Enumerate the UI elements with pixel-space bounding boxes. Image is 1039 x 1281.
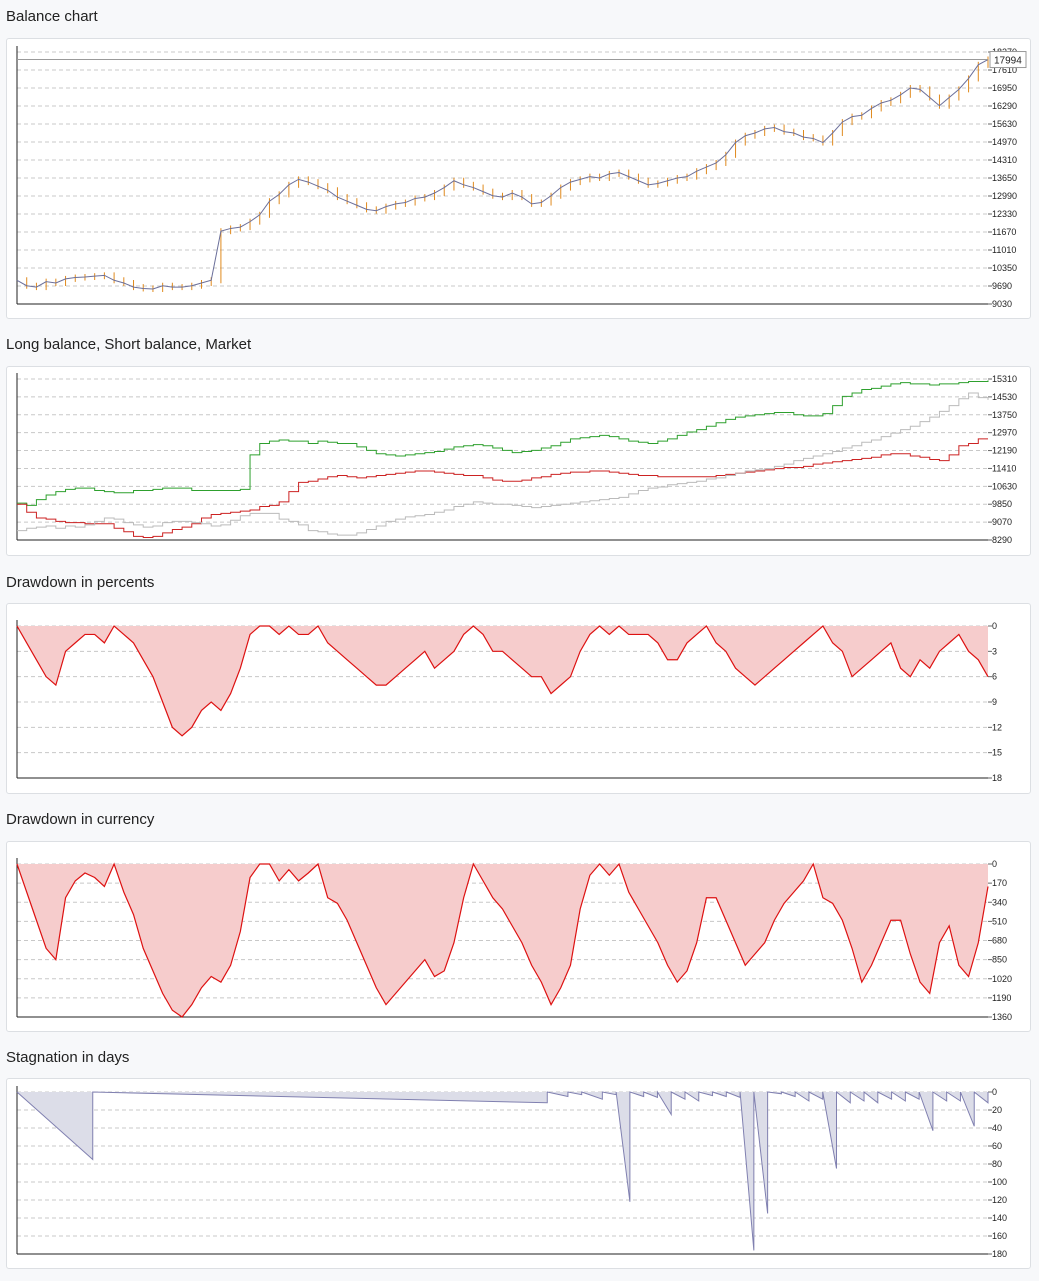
y-tick-label: 11670 bbox=[992, 227, 1016, 237]
stagnation-panel: 0 20 40 60 80 100 120 140 160 180 bbox=[6, 1078, 1031, 1269]
y-tick-label: 15 bbox=[992, 748, 1002, 758]
y-tick-label: 12 bbox=[992, 722, 1002, 732]
drawdown-percent-chart: 0 3 6 9 12 15 18 bbox=[16, 620, 1002, 783]
drawdown-percent-title: Drawdown in percents bbox=[6, 574, 155, 591]
y-tick-label: 3 bbox=[992, 646, 997, 656]
y-tick-label: 11010 bbox=[992, 245, 1016, 255]
y-tick-label: 12190 bbox=[992, 446, 1017, 456]
y-tick-label: 11410 bbox=[992, 463, 1016, 473]
y-tick-label: 340 bbox=[992, 897, 1007, 907]
y-tick-label: 16950 bbox=[992, 83, 1017, 93]
stagnation-chart: 0 20 40 60 80 100 120 140 160 180 bbox=[16, 1086, 1007, 1259]
long-balance-line bbox=[17, 380, 989, 506]
stagnation-line bbox=[16, 1090, 989, 1251]
short-balance-line bbox=[17, 438, 988, 538]
y-tick-label: 17610 bbox=[992, 65, 1017, 75]
y-tick-label: 15310 bbox=[992, 374, 1017, 384]
y-tick-label: 16290 bbox=[992, 101, 1017, 111]
y-tick-label: 10350 bbox=[992, 263, 1017, 273]
drawdown-line bbox=[16, 625, 989, 737]
y-tick-label: 9 bbox=[992, 697, 997, 707]
last-value-box bbox=[989, 51, 1027, 69]
y-tick-label: 40 bbox=[992, 1123, 1002, 1133]
balance-chart-panel: 9030 9690 10350 11010 11670 12330 12990 13650 14… bbox=[6, 38, 1031, 319]
drawdown-area bbox=[17, 864, 988, 1017]
stagnation-area bbox=[17, 1092, 988, 1251]
drawdown-percent-panel: 0 3 6 9 12 15 18 bbox=[6, 603, 1031, 794]
balance-chart-title: Balance chart bbox=[6, 8, 98, 25]
long-short-market-panel: 8290 9070 9850 10630 11410 12190 12970 13750 145… bbox=[6, 366, 1031, 556]
stagnation-title: Stagnation in days bbox=[6, 1049, 130, 1066]
y-tick-label: 9850 bbox=[992, 499, 1012, 509]
y-tick-label: 1360 bbox=[992, 1012, 1012, 1022]
y-tick-label: 850 bbox=[992, 955, 1007, 965]
y-tick-label: 120 bbox=[992, 1195, 1007, 1205]
y-tick-label: 0 bbox=[992, 859, 997, 869]
y-tick-label: 13650 bbox=[992, 173, 1017, 183]
market-balance-line bbox=[17, 392, 989, 536]
balance-chart: 9030 9690 10350 11010 11670 12330 12990 13650 14… bbox=[16, 46, 1027, 309]
y-tick-label: 9070 bbox=[992, 517, 1012, 527]
drawdown-currency-chart: 0 170 340 510 680 850 1020 1190 1360 bbox=[16, 858, 1012, 1022]
y-tick-label: 12970 bbox=[992, 428, 1017, 438]
drawdown-line bbox=[16, 862, 989, 1018]
y-tick-label: 0 bbox=[992, 1087, 997, 1097]
y-tick-label: 170 bbox=[992, 878, 1007, 888]
y-tick-label: 15630 bbox=[992, 119, 1017, 129]
y-tick-label: 12330 bbox=[992, 209, 1017, 219]
drawdown-area bbox=[17, 626, 988, 736]
y-tick-label: 160 bbox=[992, 1231, 1007, 1241]
y-tick-label: 510 bbox=[992, 916, 1007, 926]
balance-line bbox=[16, 59, 989, 290]
y-tick-label: 18 bbox=[992, 773, 1002, 783]
y-tick-label: 20 bbox=[992, 1105, 1002, 1115]
long-short-market-chart: 8290 9070 9850 10630 11410 12190 12970 13750 145… bbox=[16, 373, 1017, 545]
y-tick-label: 80 bbox=[992, 1159, 1002, 1169]
y-tick-label: 9030 bbox=[992, 299, 1012, 309]
y-tick-label: 180 bbox=[992, 1249, 1007, 1259]
drawdown-currency-panel: 0 170 340 510 680 850 1020 1190 1360 bbox=[6, 841, 1031, 1032]
y-tick-label: 6 bbox=[992, 672, 997, 682]
y-tick-label: 13750 bbox=[992, 410, 1017, 420]
y-tick-label: 100 bbox=[992, 1177, 1007, 1187]
last-value-label: 17994 bbox=[994, 56, 1022, 67]
y-tick-label: 14310 bbox=[992, 155, 1017, 165]
drawdown-currency-title: Drawdown in currency bbox=[6, 811, 155, 828]
y-tick-label: 14970 bbox=[992, 137, 1017, 147]
y-tick-label: 12990 bbox=[992, 191, 1017, 201]
y-tick-label: 1190 bbox=[992, 993, 1011, 1003]
y-tick-label: 14530 bbox=[992, 392, 1017, 402]
y-tick-label: 60 bbox=[992, 1141, 1002, 1151]
y-tick-label: 8290 bbox=[992, 535, 1012, 545]
long-short-market-title: Long balance, Short balance, Market bbox=[6, 336, 252, 353]
y-tick-label: 1020 bbox=[992, 974, 1012, 984]
y-tick-label: 0 bbox=[992, 621, 997, 631]
y-tick-label: 9690 bbox=[992, 281, 1012, 291]
y-tick-label: 10630 bbox=[992, 481, 1017, 491]
y-tick-label: 140 bbox=[992, 1213, 1007, 1223]
y-tick-label: 680 bbox=[992, 936, 1007, 946]
